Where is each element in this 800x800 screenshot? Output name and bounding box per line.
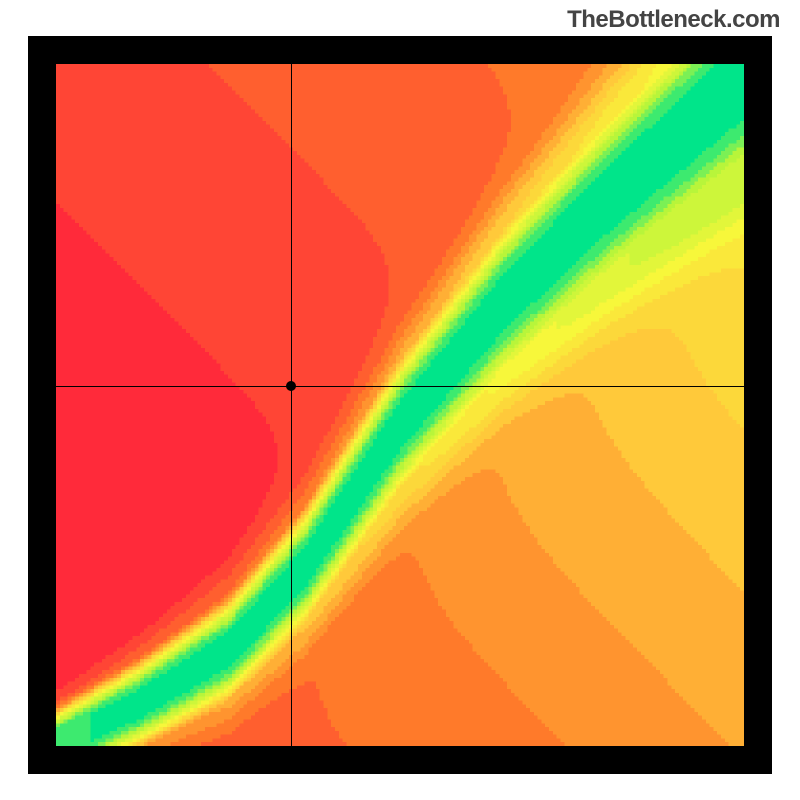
crosshair-vertical <box>291 64 292 746</box>
crosshair-marker <box>286 381 296 391</box>
plot-frame <box>28 36 772 774</box>
watermark-text: TheBottleneck.com <box>567 6 780 34</box>
chart-container: TheBottleneck.com <box>0 0 800 800</box>
crosshair-horizontal <box>56 386 744 387</box>
plot-area <box>56 64 744 746</box>
heatmap-canvas <box>56 64 744 746</box>
